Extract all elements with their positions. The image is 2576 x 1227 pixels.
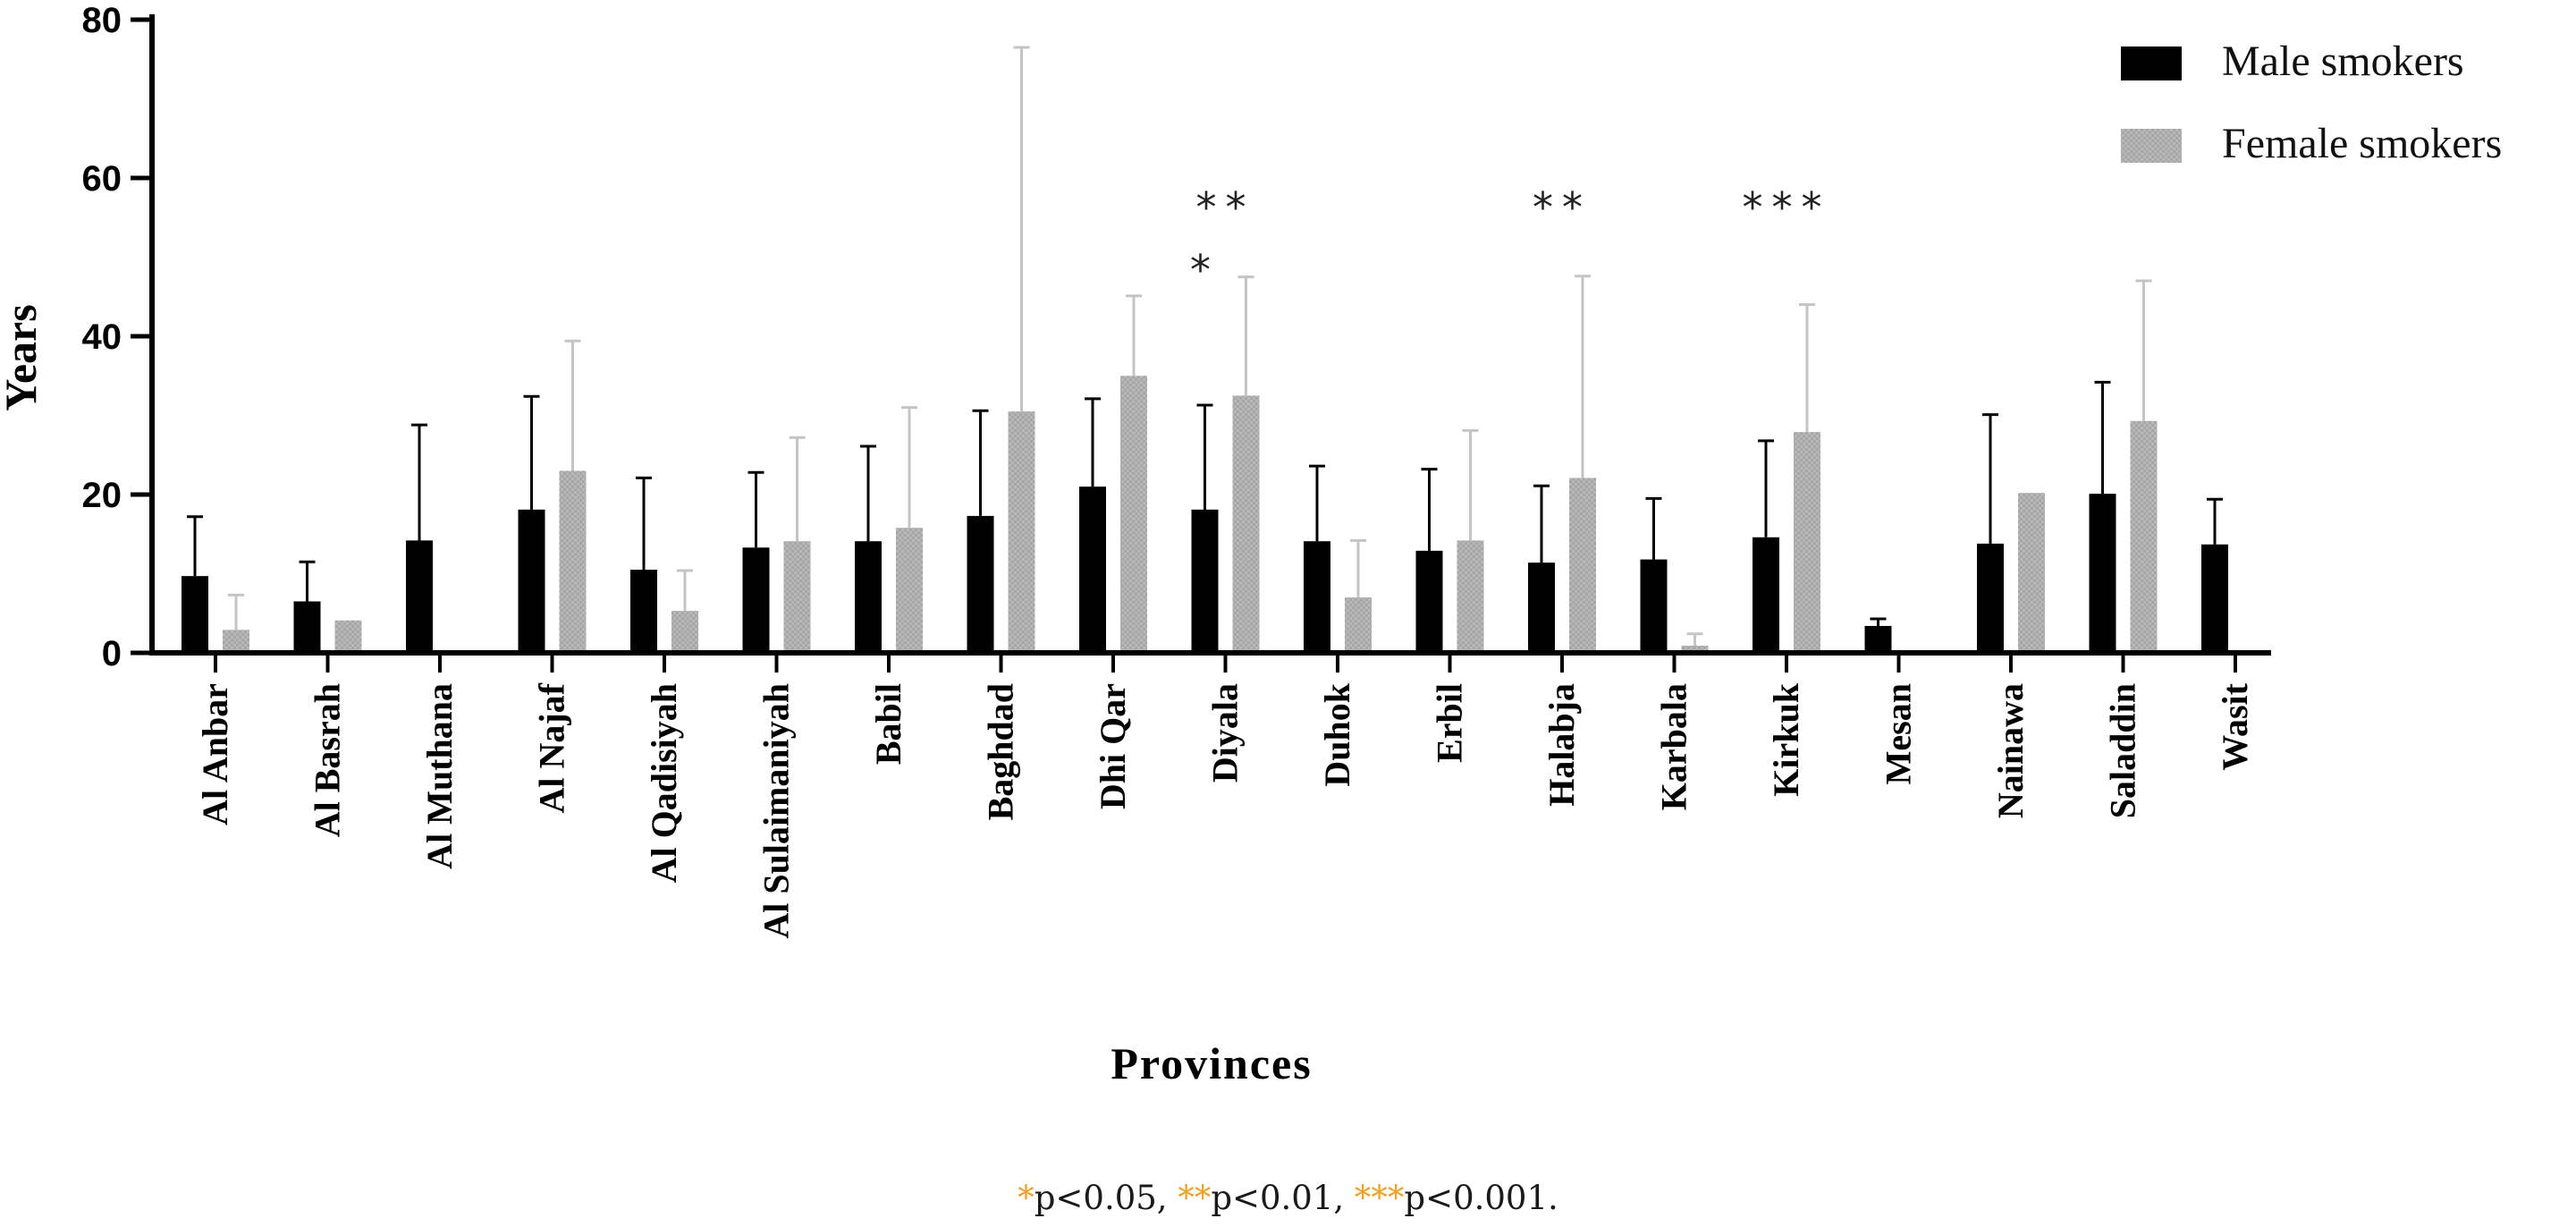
bar-female-smokers-al-sulaimaniyah <box>783 541 811 653</box>
bar-female-smokers-al-qadisiyah <box>671 611 698 653</box>
x-tick-label-nainawa: Nainawa <box>1990 683 2031 818</box>
y-tick-label-0: 0 <box>102 634 122 673</box>
bar-male-smokers-karbala <box>1640 559 1668 653</box>
footnote-star-1: * <box>1018 1179 1035 1217</box>
y-tick-label-60: 60 <box>82 159 122 199</box>
significance-marker-kirkuk-0: *** <box>1743 183 1831 232</box>
bar-female-smokers-duhok <box>1345 597 1372 653</box>
footnote-star-3: *** <box>1354 1179 1405 1217</box>
bar-male-smokers-diyala <box>1191 509 1219 653</box>
x-tick-label-erbil: Erbil <box>1430 683 1470 763</box>
bar-male-smokers-halabja <box>1528 563 1555 653</box>
x-tick-label-saladdin: Saladdin <box>2103 683 2143 818</box>
bar-female-smokers-diyala <box>1232 395 1260 653</box>
bar-female-smokers-kirkuk <box>1794 432 1820 653</box>
x-tick-label-baghdad: Baghdad <box>981 683 1021 820</box>
y-axis-title: Years <box>0 304 46 410</box>
y-tick-label-20: 20 <box>82 476 122 515</box>
bar-female-smokers-saladdin <box>2130 420 2158 653</box>
bar-male-smokers-dhi-qar <box>1079 487 1106 653</box>
bar-male-smokers-al-anbar <box>182 576 208 653</box>
x-tick-label-al-najaf: Al Najaf <box>532 682 572 813</box>
x-tick-label-duhok: Duhok <box>1317 682 1357 786</box>
x-tick-label-al-basrah: Al Basrah <box>308 683 348 837</box>
x-tick-label-wasit: Wasit <box>2215 682 2255 770</box>
bar-female-smokers-babil <box>896 528 923 653</box>
y-tick-label-40: 40 <box>82 317 122 357</box>
bar-female-smokers-baghdad <box>1008 411 1035 653</box>
legend: Male smokers Female smokers <box>2121 38 2502 167</box>
x-tick-label-karbala: Karbala <box>1654 683 1694 810</box>
bar-female-smokers-al-basrah <box>334 620 362 653</box>
x-tick-label-al-sulaimaniyah: Al Sulaimaniyah <box>756 683 797 939</box>
legend-label-male-smokers: Male smokers <box>2222 38 2464 85</box>
bar-female-smokers-nainawa <box>2018 493 2045 653</box>
significance-marker-diyala-1: * <box>1190 246 1220 294</box>
x-tick-label-kirkuk: Kirkuk <box>1766 682 1806 796</box>
bar-male-smokers-al-sulaimaniyah <box>742 547 770 653</box>
bar-male-smokers-babil <box>855 541 882 653</box>
x-tick-label-dhi-qar: Dhi Qar <box>1093 683 1133 809</box>
bar-male-smokers-erbil <box>1415 550 1443 653</box>
bar-chart: 0 20 40 60 80 Al Anbar Al Basrah Al Muthana Al N… <box>0 1 2502 1088</box>
y-tick-label-80: 80 <box>82 1 122 40</box>
x-tick-label-diyala: Diyala <box>1205 683 1246 783</box>
significance-marker-halabja-0: ** <box>1533 183 1592 232</box>
significance-marker-diyala-0: ** <box>1196 183 1255 232</box>
bar-female-smokers-halabja <box>1569 478 1596 653</box>
x-tick-label-al-qadisiyah: Al Qadisiyah <box>644 683 684 883</box>
bar-male-smokers-duhok <box>1304 541 1330 653</box>
legend-swatch-female-smokers <box>2121 129 2182 163</box>
bar-male-smokers-al-najaf <box>518 509 545 653</box>
significance-footnote: *p<0.05, **p<0.01, ***p<0.001. <box>0 1179 2576 1217</box>
bar-male-smokers-saladdin <box>2089 494 2116 653</box>
x-tick-label-halabja: Halabja <box>1541 683 1582 807</box>
bar-female-smokers-dhi-qar <box>1120 376 1147 653</box>
bars-layer <box>182 376 2228 653</box>
bar-female-smokers-al-najaf <box>559 470 587 653</box>
bar-male-smokers-nainawa <box>1977 543 2004 653</box>
error-bars-layer <box>187 46 2223 647</box>
bar-male-smokers-kirkuk <box>1753 537 1779 653</box>
bar-male-smokers-baghdad <box>967 515 994 653</box>
bar-female-smokers-erbil <box>1457 540 1484 653</box>
bar-male-smokers-al-qadisiyah <box>630 570 657 653</box>
x-tick-label-babil: Babil <box>868 683 908 765</box>
bar-female-smokers-karbala <box>1681 646 1709 653</box>
bar-male-smokers-al-muthana <box>406 540 433 653</box>
bar-female-smokers-al-anbar <box>223 630 249 653</box>
footnote-text-1: p<0.05, <box>1034 1179 1178 1217</box>
legend-label-female-smokers: Female smokers <box>2222 120 2502 167</box>
legend-swatch-male-smokers <box>2121 47 2182 80</box>
footnote-text-2: p<0.01, <box>1211 1179 1355 1217</box>
bar-male-smokers-al-basrah <box>293 601 321 653</box>
bar-male-smokers-mesan <box>1864 625 1892 653</box>
significance-markers: ***** *** <box>1190 183 1831 294</box>
x-tick-label-mesan: Mesan <box>1879 683 1919 784</box>
bar-male-smokers-wasit <box>2201 544 2228 653</box>
axes-layer <box>131 14 2271 673</box>
x-tick-label-al-anbar: Al Anbar <box>195 683 235 825</box>
x-axis-title: Provinces <box>1111 1038 1312 1088</box>
labels-layer: 0 20 40 60 80 Al Anbar Al Basrah Al Muthana Al N… <box>0 1 2255 1088</box>
x-tick-label-al-muthana: Al Muthana <box>419 683 460 869</box>
footnote-text-3: p<0.001. <box>1404 1179 1558 1217</box>
footnote-star-2: ** <box>1178 1179 1212 1217</box>
